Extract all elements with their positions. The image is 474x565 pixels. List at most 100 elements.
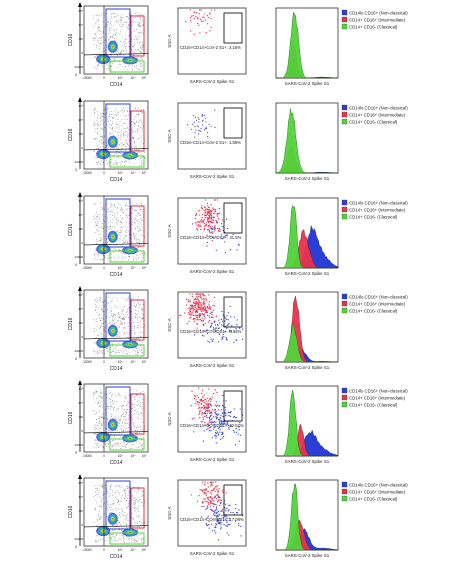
y-tick-label: 10⁵ bbox=[78, 199, 83, 203]
spike-plot-5: CD16+CD14+COVIDS1+: 22.57% SARS-CoV-2 Spi… bbox=[167, 385, 247, 462]
legend-entry: CD14+ CD16- (Classical) bbox=[349, 119, 398, 124]
x-axis-label: CD14 bbox=[110, 272, 123, 278]
y-axis-label: SSC-A bbox=[167, 34, 172, 47]
legend-entry: CD14+ CD16+ (Intermediate) bbox=[349, 207, 406, 212]
non-classical-gate bbox=[105, 8, 131, 58]
spike-plot-2: CD16+CD14+CoV-2 S1+: 1.58% SARS-CoV-2 Spi… bbox=[167, 102, 247, 179]
classical-gate bbox=[109, 532, 145, 545]
y-axis-label: SSC-A bbox=[167, 506, 172, 519]
origin-label: 0 bbox=[75, 451, 77, 455]
y-axis-arrowhead bbox=[78, 2, 82, 7]
histogram-1: SARS-CoV-2 Spike S1 CD14lo CD16+ (Non-cla… bbox=[275, 7, 408, 86]
y-tick-label: 0 bbox=[81, 429, 83, 433]
x-tick-label: 0 bbox=[103, 76, 105, 80]
legend-entry: CD14+ CD16- (Classical) bbox=[349, 496, 398, 501]
histogram-legend: CD14lo CD16+ (Non-classical) CD14+ CD16+ … bbox=[341, 387, 408, 407]
gating-plot-6: -10000 0 10³ 10⁴ 10⁵ 10⁵ 10⁴ 10³ 0 -10000 0 CD14 CD1… bbox=[68, 474, 149, 560]
y-tick-label: -10000 bbox=[74, 443, 84, 447]
intermediate-gate bbox=[130, 15, 145, 57]
y-tick-label: 0 bbox=[81, 523, 83, 527]
y-tick-label: 10³ bbox=[79, 415, 83, 419]
spike-plot-frame bbox=[177, 7, 247, 75]
y-axis-arrowhead bbox=[78, 380, 82, 385]
intermediate-gate bbox=[130, 110, 145, 152]
legend-swatch bbox=[341, 387, 348, 394]
legend-swatch bbox=[341, 488, 348, 495]
x-axis-label: SARS-CoV-2 Spike S1 bbox=[285, 271, 330, 276]
y-tick-label: -10000 bbox=[74, 65, 84, 69]
x-tick-label: 10³ bbox=[118, 171, 123, 175]
histogram-legend: CD14lo CD16+ (Non-classical) CD14+ CD16+ … bbox=[341, 293, 408, 314]
y-axis-arrowhead bbox=[78, 192, 82, 197]
y-axis-arrowhead bbox=[78, 474, 82, 479]
x-axis-label: SARS-CoV-2 Spike S1 bbox=[285, 553, 330, 558]
classical-gate bbox=[109, 60, 145, 73]
y-axis-label: CD16 bbox=[68, 223, 74, 236]
legend-swatch bbox=[341, 293, 348, 300]
y-axis-label: SSC-A bbox=[167, 224, 172, 237]
x-tick-label: 10³ bbox=[118, 454, 123, 458]
legend-swatch bbox=[341, 481, 348, 488]
legend-entry: CD14lo CD16+ (Non-classical) bbox=[349, 105, 408, 110]
legend-entry: CD14+ CD16- (Classical) bbox=[349, 24, 398, 29]
x-tick-label: 10⁵ bbox=[142, 548, 148, 552]
spike-scatter bbox=[190, 481, 244, 541]
quadrant-line-horizontal bbox=[83, 431, 149, 434]
x-axis-label: SARS-CoV-2 Spike S1 bbox=[190, 363, 235, 368]
legend-entry: CD14+ CD16+ (Intermediate) bbox=[349, 112, 406, 117]
origin-label: 0 bbox=[75, 263, 77, 267]
legend-swatch bbox=[341, 199, 348, 206]
y-axis-label: SSC-A bbox=[167, 129, 172, 142]
x-tick-label: -10000 bbox=[82, 454, 92, 458]
legend-swatch bbox=[341, 394, 348, 401]
non-classical-gate bbox=[105, 198, 131, 248]
gate-percentage-label: CD16+CD14+CoV-2 S1+: 1.58% bbox=[180, 140, 241, 145]
y-tick-label: 10⁴ bbox=[78, 213, 83, 217]
x-tick-label: 10⁴ bbox=[131, 454, 137, 458]
histogram-legend: CD14lo CD16+ (Non-classical) CD14+ CD16+ … bbox=[341, 199, 408, 219]
classical-gate bbox=[109, 250, 145, 263]
y-axis-label: SSC-A bbox=[167, 412, 172, 425]
x-tick-label: -10000 bbox=[82, 76, 92, 80]
x-tick-label: 10⁵ bbox=[142, 76, 148, 80]
legend-entry: CD14+ CD16+ (Intermediate) bbox=[349, 17, 406, 22]
legend-entry: CD14lo CD16+ (Non-classical) bbox=[349, 200, 408, 205]
legend-entry: CD14+ CD16+ (Intermediate) bbox=[349, 489, 406, 494]
x-tick-label: 10⁵ bbox=[142, 171, 148, 175]
spike-scatter bbox=[179, 293, 244, 344]
legend-entry: CD14+ CD16+ (Intermediate) bbox=[349, 395, 406, 400]
legend-swatch bbox=[341, 307, 348, 314]
x-tick-label: 0 bbox=[103, 266, 105, 270]
y-axis-label: CD16 bbox=[68, 505, 74, 518]
classical-histogram bbox=[276, 204, 338, 269]
non-classical-gate bbox=[105, 292, 131, 342]
y-tick-label: 10⁴ bbox=[78, 495, 83, 499]
x-tick-label: 10³ bbox=[118, 266, 123, 270]
gate-percentage-label: CD16+CD14+COVIDS1+: 17.09% bbox=[180, 517, 244, 522]
x-tick-label: 10⁵ bbox=[142, 360, 148, 364]
x-axis-label: CD14 bbox=[110, 366, 123, 372]
gating-plot-4: -10000 0 10³ 10⁴ 10⁵ 10⁵ 10⁴ 10³ 0 -10000 0 CD14 CD1… bbox=[68, 286, 149, 372]
x-axis-label: SARS-CoV-2 Spike S1 bbox=[285, 81, 330, 86]
origin-label: 0 bbox=[75, 357, 77, 361]
density-contour bbox=[112, 423, 114, 426]
gate-percentage-label: CD16+CD14+COVIDS1+: 41.5% bbox=[180, 235, 242, 240]
x-axis-label: SARS-CoV-2 Spike S1 bbox=[285, 459, 330, 464]
x-tick-label: 10⁴ bbox=[131, 360, 137, 364]
x-tick-label: 10⁴ bbox=[131, 548, 137, 552]
density-contour bbox=[112, 140, 114, 143]
spike-plot-frame bbox=[177, 291, 247, 359]
legend-swatch bbox=[341, 104, 348, 111]
legend-entry: CD14+ CD16- (Classical) bbox=[349, 402, 398, 407]
spike-plot-frame bbox=[177, 197, 247, 265]
legend-entry: CD14+ CD16- (Classical) bbox=[349, 214, 398, 219]
y-axis-label: CD16 bbox=[68, 128, 74, 141]
non-classical-gate bbox=[105, 386, 131, 436]
x-tick-label: 10³ bbox=[118, 360, 123, 364]
x-tick-label: -10000 bbox=[82, 548, 92, 552]
density-contour bbox=[112, 235, 114, 238]
gating-plot-1: -10000 0 10³ 10⁴ 10⁵ 10⁵ 10⁴ 10³ 0 -10000 0 CD14 CD1… bbox=[68, 2, 149, 88]
histogram-2: SARS-CoV-2 Spike S1 CD14lo CD16+ (Non-cla… bbox=[275, 102, 408, 181]
gate-percentage-label: CD16+CD14+COVIDS1+: 4.65% bbox=[180, 329, 242, 334]
origin-label: 0 bbox=[75, 73, 77, 77]
